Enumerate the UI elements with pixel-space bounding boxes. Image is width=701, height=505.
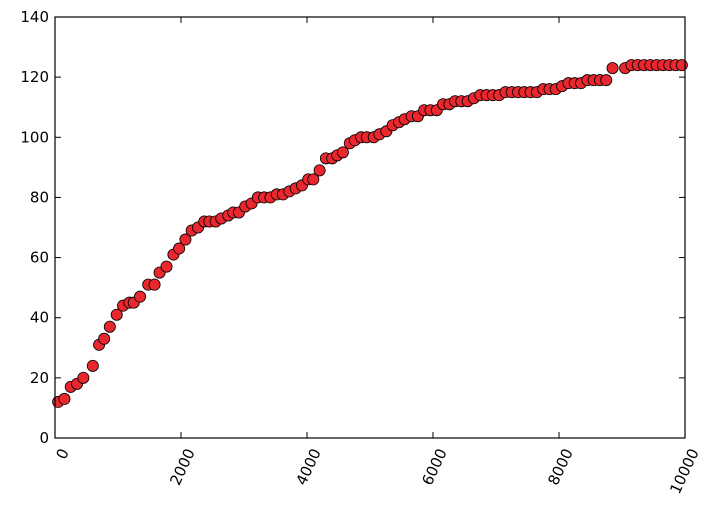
data-point — [600, 74, 613, 87]
data-point — [179, 233, 192, 246]
data-point — [173, 242, 186, 255]
data-point — [58, 392, 71, 405]
y-tick-label: 120 — [20, 68, 49, 86]
x-tick-label: 4000 — [292, 446, 324, 488]
y-tick-label: 140 — [20, 8, 49, 26]
y-tick-label: 80 — [30, 188, 49, 206]
data-point — [675, 59, 688, 72]
data-point — [86, 359, 99, 372]
y-tick-label: 20 — [30, 369, 49, 387]
x-tick-label: 6000 — [418, 446, 450, 488]
y-tick-label: 0 — [39, 429, 49, 447]
data-point — [336, 146, 349, 159]
data-point — [98, 332, 111, 345]
x-tick-label: 10000 — [666, 446, 701, 497]
y-tick-labels: 0 20 40 60 80 100 120 140 — [20, 8, 49, 447]
data-point — [110, 308, 123, 321]
y-tick-label: 100 — [20, 128, 49, 146]
data-point — [313, 164, 326, 177]
x-tick-label: 2000 — [166, 446, 198, 488]
x-tick-label: 8000 — [544, 446, 576, 488]
data-point — [77, 371, 90, 384]
x-tick-label: 0 — [52, 446, 72, 462]
data-point — [148, 278, 161, 291]
data-point — [307, 173, 320, 186]
data-point — [103, 320, 116, 333]
data-point — [160, 260, 173, 273]
data-points — [52, 59, 688, 408]
x-tick-labels: 0 2000 4000 6000 8000 10000 — [52, 446, 701, 497]
y-tick-label: 40 — [30, 309, 49, 327]
plot-frame — [54, 16, 686, 439]
data-point — [606, 62, 619, 75]
y-tick-label: 60 — [30, 249, 49, 267]
data-point — [134, 290, 147, 303]
